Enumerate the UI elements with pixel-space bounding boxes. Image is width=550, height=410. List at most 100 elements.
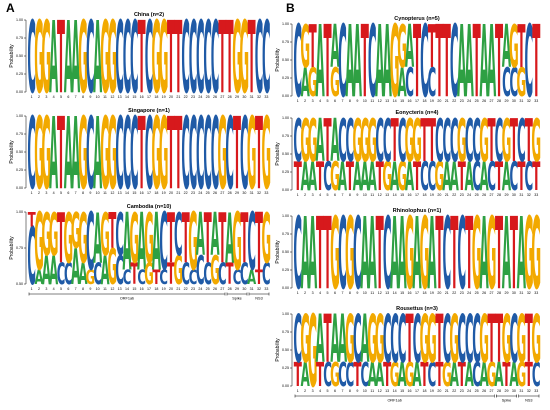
- logo-letter-A: A: [494, 355, 503, 394]
- x-tick-label: 24: [198, 191, 202, 195]
- logo-letter-C: C: [524, 5, 533, 120]
- logo-letter-A: A: [360, 302, 369, 379]
- logo-letter-C: C: [472, 153, 481, 199]
- x-tick-label: 17: [147, 95, 151, 99]
- logo-letter-T: T: [167, 258, 175, 292]
- logo-letter-C: C: [293, 302, 302, 379]
- x-tick-label: 5: [60, 95, 62, 99]
- x-tick-label: 19: [430, 99, 434, 103]
- logo-letter-C: C: [517, 107, 526, 176]
- x-tick-label: 10: [363, 291, 367, 295]
- logo-plot: China (n=2) Probability 0.00 0.25 0.50 0.75 1.…: [9, 1, 271, 116]
- x-tick-label: 15: [132, 191, 136, 195]
- x-tick-label: 25: [475, 291, 479, 295]
- logo-letter-T: T: [309, 13, 317, 82]
- logo-letter-T: T: [495, 153, 503, 199]
- x-tick-label: 32: [257, 191, 261, 195]
- logo-letter-C: C: [189, 97, 198, 212]
- x-tick-label: 23: [191, 95, 195, 99]
- y-tick-label: 0.75: [16, 36, 23, 40]
- x-tick-label: 23: [460, 389, 464, 393]
- logo-letter-G: G: [188, 198, 198, 289]
- logo-letter-C: C: [360, 355, 369, 394]
- logo-letter-G: G: [330, 355, 340, 394]
- x-tick-label: 3: [45, 287, 47, 291]
- logo-letter-C: C: [86, 97, 95, 212]
- logo-letter-A: A: [412, 197, 421, 312]
- x-tick-label: 15: [132, 95, 136, 99]
- logo-letter-T: T: [108, 204, 116, 260]
- x-tick-label: 29: [504, 99, 508, 103]
- logo-letter-C: C: [130, 97, 139, 212]
- logo-letter-A: A: [480, 197, 489, 312]
- logo-letter-T: T: [517, 13, 525, 82]
- logo-letter-G: G: [130, 198, 140, 279]
- logo-letter-G: G: [345, 197, 355, 312]
- logo-letter-G: G: [457, 107, 467, 176]
- sequence-logo-panels: China (n=2) Probability 0.00 0.25 0.50 0.75 1.…: [9, 1, 541, 410]
- logo-letter-A: A: [152, 198, 161, 289]
- x-tick-label: 27: [220, 95, 224, 99]
- logo-letter-T: T: [428, 107, 436, 176]
- logo-letter-C: C: [383, 302, 392, 379]
- logo-letter-A: A: [93, 1, 102, 116]
- logo-letter-G: G: [308, 295, 318, 410]
- logo-letter-C: C: [323, 153, 332, 199]
- logo-letter-C: C: [218, 258, 227, 292]
- logo-letter-A: A: [405, 153, 414, 199]
- logo-letter-G: G: [420, 302, 430, 379]
- x-tick-label: 20: [169, 95, 173, 99]
- logo-letter-T: T: [465, 197, 473, 312]
- logo-letter-C: C: [293, 5, 302, 120]
- x-tick-label: 22: [452, 389, 456, 393]
- logo-letter-T: T: [532, 153, 540, 199]
- logo-letter-C: C: [262, 1, 271, 116]
- logo-letter-C: C: [137, 266, 146, 289]
- y-axis-label: Probability: [275, 142, 281, 166]
- logo-letter-T: T: [316, 355, 324, 394]
- x-tick-label: 15: [400, 193, 404, 197]
- x-tick-label: 4: [319, 193, 321, 197]
- logo-letter-G: G: [397, 13, 407, 82]
- y-tick-label: 0.50: [16, 282, 23, 286]
- logo-letter-T: T: [255, 266, 263, 289]
- x-tick-label: 14: [393, 193, 397, 197]
- x-tick-label: 33: [534, 389, 538, 393]
- logo-letter-G: G: [49, 201, 59, 270]
- x-tick-label: 8: [82, 95, 84, 99]
- logo-letter-C: C: [502, 59, 511, 105]
- logo-letter-C: C: [115, 1, 124, 116]
- logo-letter-A: A: [301, 153, 310, 199]
- logo-letter-G: G: [531, 302, 541, 379]
- x-tick-label: 16: [408, 99, 412, 103]
- x-tick-label: 6: [334, 389, 336, 393]
- x-tick-label: 33: [264, 191, 268, 195]
- logo-letter-C: C: [487, 153, 496, 199]
- x-tick-label: 10: [96, 287, 100, 291]
- logo-plot: Singapore (n=1) Probability 0.00 0.25 0.50 0.…: [9, 97, 271, 212]
- x-tick-label: 3: [312, 291, 314, 295]
- x-tick-label: 13: [118, 287, 122, 291]
- x-tick-label: 23: [460, 291, 464, 295]
- x-tick-label: 17: [415, 99, 419, 103]
- x-tick-label: 16: [140, 287, 144, 291]
- logo-letter-T: T: [435, 5, 443, 120]
- logo-letter-A: A: [450, 355, 459, 394]
- x-tick-label: 9: [356, 389, 358, 393]
- y-tick-label: 0.00: [16, 186, 23, 190]
- x-tick-label: 8: [349, 389, 351, 393]
- logo-letter-A: A: [100, 247, 109, 293]
- logo-letter-C: C: [383, 197, 392, 312]
- panel-letter-a: A: [6, 1, 15, 15]
- y-tick-label: 1.00: [282, 116, 289, 120]
- logo-letter-C: C: [353, 197, 362, 312]
- x-tick-label: 25: [475, 389, 479, 393]
- x-tick-label: 15: [400, 291, 404, 295]
- logo-letter-G: G: [152, 97, 162, 212]
- logo-letter-G: G: [449, 302, 459, 379]
- logo-letter-C: C: [189, 266, 198, 289]
- logo-letter-G: G: [262, 198, 272, 279]
- logo-letter-G: G: [100, 97, 110, 212]
- x-tick-label: 7: [75, 95, 77, 99]
